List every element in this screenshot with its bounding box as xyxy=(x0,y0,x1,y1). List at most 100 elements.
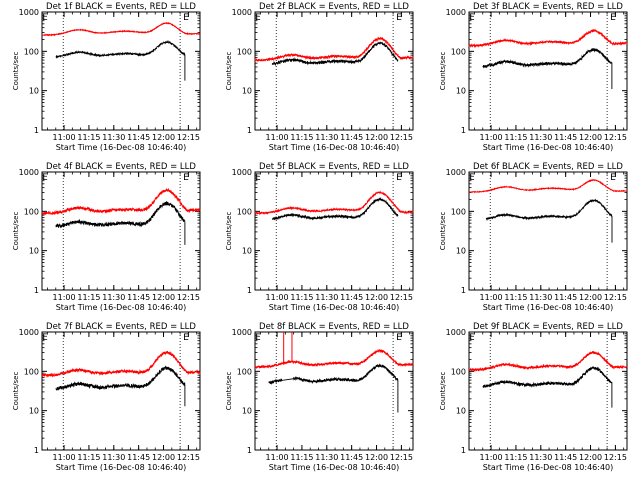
panel-title: Det 2f BLACK = Events, RED = LLD xyxy=(259,2,409,12)
x-tick-label: 11:15 xyxy=(77,453,100,462)
x-tick-label: 11:00 xyxy=(53,133,76,142)
x-tick-label: 12:00 xyxy=(152,133,175,142)
marker-label: E xyxy=(610,13,616,23)
y-tick-label: 100 xyxy=(451,47,466,56)
panel-chart: Det 8f BLACK = Events, RED = LLD 1 10 100 10… xyxy=(225,322,414,472)
x-tick-label: 12:00 xyxy=(579,133,602,142)
x-tick-label: 11:15 xyxy=(290,133,313,142)
lld-series-line xyxy=(41,350,201,378)
y-tick-label: 10 xyxy=(242,247,252,256)
y-tick-label: 10 xyxy=(29,407,39,416)
x-tick-label: 11:45 xyxy=(340,133,363,142)
y-tick-label: 10 xyxy=(29,247,39,256)
x-tick-label: 11:15 xyxy=(77,133,100,142)
panel-title: Det 7f BLACK = Events, RED = LLD xyxy=(46,322,196,332)
y-axis-label: Counts/sec xyxy=(439,52,447,91)
detector-panel-2: Det 2f BLACK = Events, RED = LLD 1 10 100 10… xyxy=(213,0,426,160)
marker-label: E xyxy=(469,173,475,183)
y-tick-label: 1 xyxy=(461,126,466,135)
x-tick-label: 12:15 xyxy=(604,133,627,142)
x-tick-label: 11:30 xyxy=(529,133,552,142)
x-tick-label: 11:15 xyxy=(504,453,527,462)
x-axis-label: Start Time (16-Dec-08 10:46:40) xyxy=(56,303,187,312)
x-tick-label: 12:15 xyxy=(177,293,200,302)
marker-label: E xyxy=(469,333,475,343)
x-axis-label: Start Time (16-Dec-08 10:46:40) xyxy=(56,463,187,472)
marker-label: E xyxy=(396,13,402,23)
x-tick-label: 11:00 xyxy=(480,293,503,302)
x-tick-label: 12:00 xyxy=(152,293,175,302)
y-tick-label: 1000 xyxy=(19,328,39,337)
x-tick-label: 11:45 xyxy=(340,453,363,462)
x-tick-label: 12:15 xyxy=(177,453,200,462)
x-axis-label: Start Time (16-Dec-08 10:46:40) xyxy=(483,143,614,152)
x-tick-label: 11:15 xyxy=(504,133,527,142)
x-axis-label: Start Time (16-Dec-08 10:46:40) xyxy=(269,143,400,152)
x-tick-label: 11:30 xyxy=(529,293,552,302)
lld-series-line xyxy=(468,178,628,194)
panel-chart: Det 3f BLACK = Events, RED = LLD 1 10 100 10… xyxy=(439,2,628,152)
x-axis-label: Start Time (16-Dec-08 10:46:40) xyxy=(269,303,400,312)
marker-label: E xyxy=(42,173,48,183)
detector-panel-7: Det 7f BLACK = Events, RED = LLD 1 10 100 10… xyxy=(0,320,213,480)
y-tick-label: 1 xyxy=(247,446,252,455)
x-tick-label: 12:00 xyxy=(365,453,388,462)
panel-chart: Det 5f BLACK = Events, RED = LLD 1 10 100 10… xyxy=(225,162,414,312)
x-tick-label: 11:45 xyxy=(127,453,150,462)
y-tick-label: 1 xyxy=(461,286,466,295)
lld-series-line xyxy=(468,350,628,373)
detector-panel-4: Det 4f BLACK = Events, RED = LLD 1 10 100 10… xyxy=(0,160,213,320)
y-tick-label: 100 xyxy=(24,207,39,216)
y-tick-label: 100 xyxy=(237,367,252,376)
y-tick-label: 100 xyxy=(237,207,252,216)
y-tick-label: 1 xyxy=(461,446,466,455)
y-tick-label: 1 xyxy=(34,286,39,295)
y-tick-label: 1000 xyxy=(232,328,252,337)
lld-series-line xyxy=(254,190,414,216)
x-axis-label: Start Time (16-Dec-08 10:46:40) xyxy=(56,143,187,152)
x-axis-label: Start Time (16-Dec-08 10:46:40) xyxy=(483,303,614,312)
y-axis-label: Counts/sec xyxy=(439,372,447,411)
events-series-line xyxy=(482,366,613,408)
events-series-line xyxy=(485,198,613,243)
x-tick-label: 12:00 xyxy=(365,133,388,142)
marker-label: E xyxy=(42,333,48,343)
detector-panel-3: Det 3f BLACK = Events, RED = LLD 1 10 100 10… xyxy=(427,0,640,160)
panel-chart: Det 2f BLACK = Events, RED = LLD 1 10 100 10… xyxy=(225,2,414,152)
y-tick-label: 10 xyxy=(456,247,466,256)
detector-panel-6: Det 6f BLACK = Events, RED = LLD 1 10 100 10… xyxy=(427,160,640,320)
plot-frame xyxy=(41,11,201,131)
y-axis-label: Counts/sec xyxy=(225,52,233,91)
plot-frame xyxy=(254,331,414,451)
y-tick-label: 100 xyxy=(24,367,39,376)
plot-frame xyxy=(468,331,628,451)
detector-panel-5: Det 5f BLACK = Events, RED = LLD 1 10 100 10… xyxy=(213,160,426,320)
x-tick-label: 11:30 xyxy=(529,453,552,462)
y-tick-label: 10 xyxy=(456,407,466,416)
panel-chart: Det 1f BLACK = Events, RED = LLD 1 10 100 10… xyxy=(12,2,201,152)
marker-label: E xyxy=(469,13,475,23)
events-series-line xyxy=(55,200,186,245)
marker-label: E xyxy=(396,173,402,183)
x-tick-label: 12:15 xyxy=(604,293,627,302)
plot-frame xyxy=(41,171,201,291)
y-tick-label: 1 xyxy=(34,446,39,455)
events-series-line xyxy=(268,363,399,413)
x-tick-label: 11:30 xyxy=(315,453,338,462)
panel-title: Det 1f BLACK = Events, RED = LLD xyxy=(46,2,196,12)
y-tick-label: 1 xyxy=(34,126,39,135)
marker-label: E xyxy=(183,333,189,343)
y-tick-label: 100 xyxy=(451,367,466,376)
marker-label: E xyxy=(255,13,261,23)
y-tick-label: 1 xyxy=(247,126,252,135)
panel-chart: Det 9f BLACK = Events, RED = LLD 1 10 100 10… xyxy=(439,322,628,472)
detector-panel-9: Det 9f BLACK = Events, RED = LLD 1 10 100 10… xyxy=(427,320,640,480)
y-tick-label: 1000 xyxy=(232,168,252,177)
panel-title: Det 3f BLACK = Events, RED = LLD xyxy=(473,2,623,12)
y-tick-label: 10 xyxy=(242,87,252,96)
x-tick-label: 11:45 xyxy=(554,453,577,462)
x-tick-label: 11:30 xyxy=(315,133,338,142)
y-tick-label: 1000 xyxy=(232,8,252,17)
y-axis-label: Counts/sec xyxy=(12,372,20,411)
